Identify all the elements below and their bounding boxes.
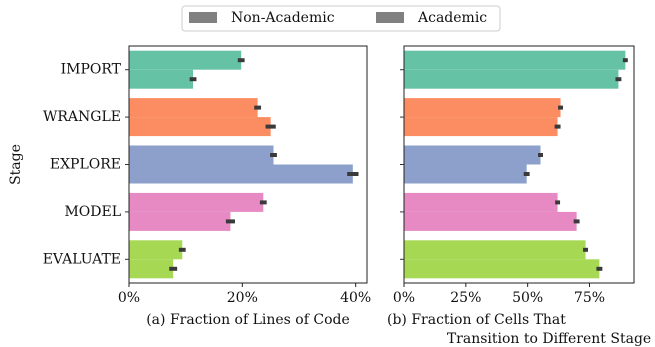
bar — [129, 211, 231, 231]
x-tick-label: 25% — [450, 290, 481, 306]
bar — [129, 117, 271, 137]
x-tick-label: 0% — [393, 290, 415, 306]
legend-swatch — [189, 12, 217, 23]
bar — [404, 145, 541, 165]
bar — [404, 69, 619, 89]
bar — [129, 164, 353, 184]
y-tick-label: MODEL — [64, 204, 121, 220]
y-tick-label: EVALUATE — [43, 251, 121, 267]
legend-box — [181, 5, 501, 32]
x-axis-label: (b) Fraction of Cells That — [387, 312, 566, 328]
bar — [404, 211, 577, 231]
bar — [404, 164, 527, 184]
y-tick-label: IMPORT — [61, 62, 122, 78]
x-tick-label: 50% — [512, 290, 543, 306]
y-tick-label: WRANGLE — [43, 109, 121, 125]
bar — [129, 50, 242, 70]
bar — [404, 50, 626, 70]
plot-frame — [128, 45, 368, 284]
bar — [404, 240, 586, 260]
legend-label: Academic — [417, 10, 487, 26]
legend-label: Non-Academic — [231, 10, 335, 26]
plot-frame — [403, 45, 635, 284]
y-tick-label: EXPLORE — [50, 157, 121, 173]
x-axis-label: (a) Fraction of Lines of Code — [146, 312, 350, 328]
legend-swatch — [376, 12, 404, 23]
bar — [404, 259, 600, 279]
x-tick-label: 40% — [340, 290, 371, 306]
bar — [129, 240, 183, 260]
bar — [129, 69, 194, 89]
x-tick-label: 0% — [118, 290, 140, 306]
y-axis-label: Stage — [8, 144, 24, 185]
bar — [404, 98, 561, 118]
bar — [129, 145, 274, 165]
x-tick-label: 20% — [227, 290, 258, 306]
bar — [404, 117, 558, 137]
bar — [129, 98, 258, 118]
bar — [404, 192, 558, 212]
bar — [129, 192, 264, 212]
bar — [129, 259, 174, 279]
x-axis-label: Transition to Different Stage — [447, 331, 651, 347]
x-tick-label: 75% — [574, 290, 605, 306]
